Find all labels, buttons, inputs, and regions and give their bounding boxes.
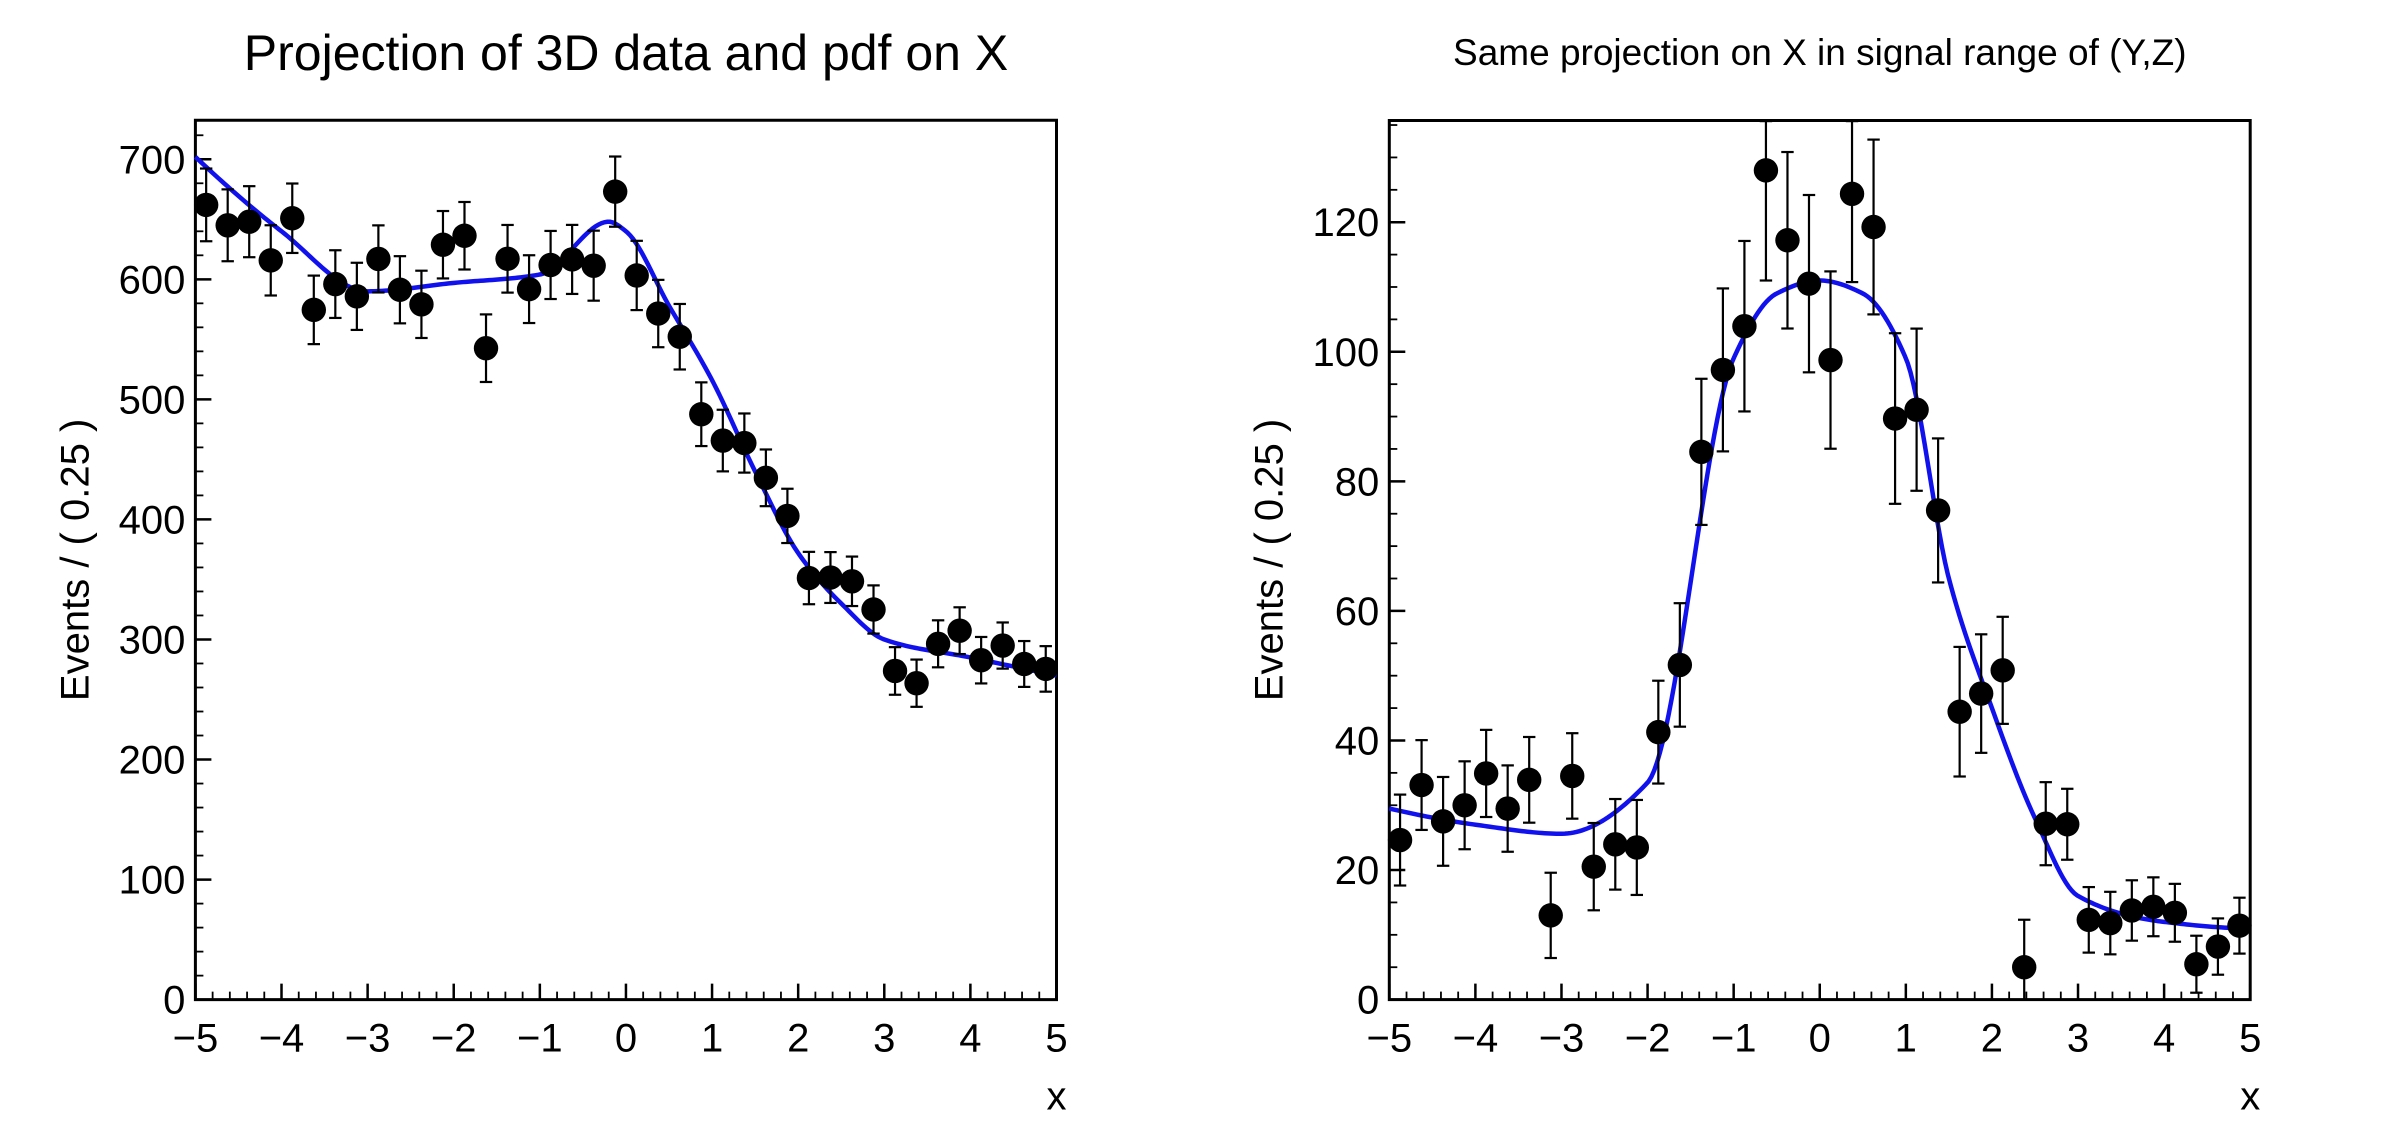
svg-text:x: x	[2240, 1075, 2260, 1116]
svg-text:40: 40	[1335, 720, 1380, 764]
svg-text:20: 20	[1335, 849, 1380, 893]
svg-text:−4: −4	[1453, 1017, 1499, 1061]
svg-text:100: 100	[119, 859, 186, 903]
svg-text:−1: −1	[1711, 1017, 1757, 1061]
svg-text:60: 60	[1335, 590, 1380, 634]
svg-text:0: 0	[163, 979, 185, 1023]
svg-text:2: 2	[787, 1017, 809, 1061]
svg-text:5: 5	[1045, 1017, 1067, 1061]
svg-text:600: 600	[119, 258, 186, 302]
svg-text:x: x	[1047, 1075, 1067, 1116]
svg-text:−2: −2	[431, 1017, 477, 1061]
svg-text:4: 4	[2153, 1017, 2175, 1061]
svg-text:−4: −4	[259, 1017, 305, 1061]
svg-text:Same projection on X in signal: Same projection on X in signal range of …	[1453, 32, 2187, 73]
svg-text:−5: −5	[173, 1017, 219, 1061]
svg-text:Events / ( 0.25 ): Events / ( 0.25 )	[1247, 419, 1291, 701]
svg-text:5: 5	[2239, 1017, 2261, 1061]
svg-text:700: 700	[119, 138, 186, 182]
svg-text:100: 100	[1313, 331, 1380, 375]
svg-text:3: 3	[2067, 1017, 2089, 1061]
svg-text:500: 500	[119, 378, 186, 422]
svg-text:−3: −3	[345, 1017, 391, 1061]
svg-text:1: 1	[701, 1017, 723, 1061]
svg-text:80: 80	[1335, 460, 1380, 504]
svg-text:−3: −3	[1539, 1017, 1585, 1061]
svg-text:−2: −2	[1625, 1017, 1671, 1061]
svg-text:120: 120	[1313, 201, 1380, 245]
svg-text:0: 0	[615, 1017, 637, 1061]
svg-text:200: 200	[119, 739, 186, 783]
svg-text:2: 2	[1981, 1017, 2003, 1061]
svg-text:Events / ( 0.25 ): Events / ( 0.25 )	[53, 419, 97, 701]
svg-text:3: 3	[873, 1017, 895, 1061]
svg-text:−5: −5	[1366, 1017, 1412, 1061]
svg-text:1: 1	[1895, 1017, 1917, 1061]
svg-text:300: 300	[119, 619, 186, 663]
svg-text:0: 0	[1357, 979, 1379, 1023]
svg-text:0: 0	[1809, 1017, 1831, 1061]
svg-text:4: 4	[959, 1017, 981, 1061]
svg-text:400: 400	[119, 498, 186, 542]
svg-text:Projection of 3D data and pdf: Projection of 3D data and pdf on X	[244, 25, 1008, 81]
svg-text:−1: −1	[517, 1017, 563, 1061]
